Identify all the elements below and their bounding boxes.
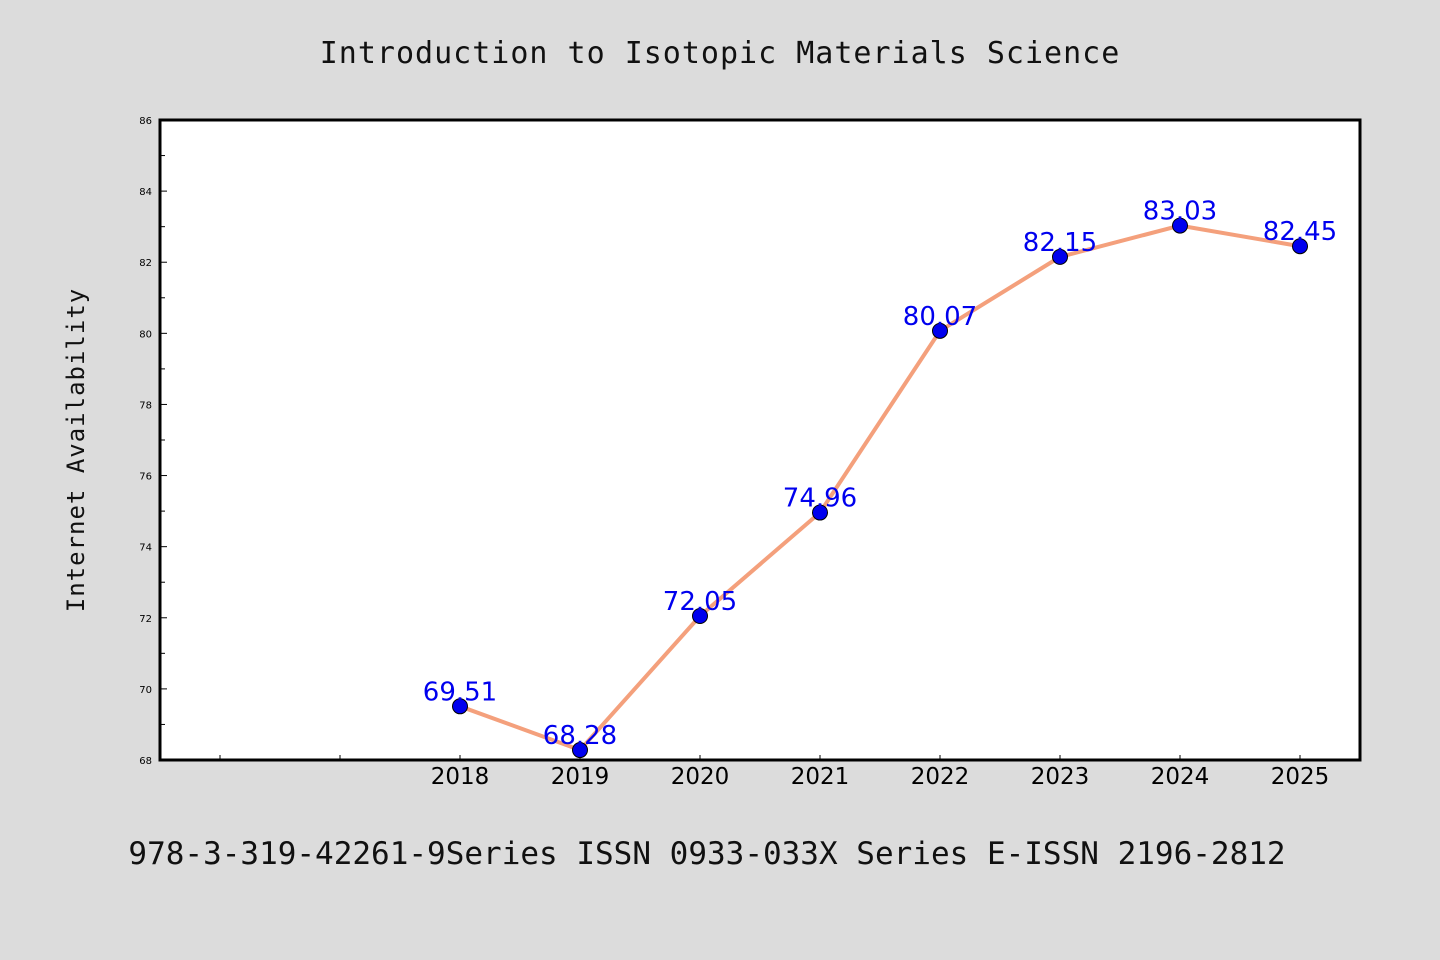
chart-title: Introduction to Isotopic Materials Scien… <box>320 36 1121 71</box>
data-point-marker <box>932 322 948 339</box>
x-tick-label: 2022 <box>911 764 970 790</box>
x-tick-label: 2018 <box>431 764 490 790</box>
series-layer: 69.51 68.28 72.05 74.96 80.07 82.15 83.03 82.45 <box>423 197 1337 759</box>
data-value-label: 82.45 <box>1263 217 1337 247</box>
data-value-label: 74.96 <box>783 484 857 514</box>
x-tick-label: 2020 <box>671 764 730 790</box>
data-value-label: 80.07 <box>903 302 977 332</box>
data-point-marker <box>1052 248 1068 265</box>
y-axis-label: Internet Availability <box>62 288 90 612</box>
data-point-marker <box>452 698 468 715</box>
y-tick-label: 80 <box>139 329 152 340</box>
x-tick-label: 2019 <box>551 764 610 790</box>
y-tick-label: 86 <box>139 116 152 127</box>
y-tick-label: 78 <box>139 400 152 411</box>
footer-isbn-text: 978-3-319-42261-9Series ISSN 0933-033X S… <box>128 836 1285 872</box>
y-tick-label: 70 <box>139 685 152 696</box>
x-tick-label: 2025 <box>1271 764 1330 790</box>
data-point-marker <box>572 742 588 759</box>
data-value-label: 82.15 <box>1023 228 1097 258</box>
data-point-marker <box>1292 238 1308 255</box>
y-tick-label: 84 <box>139 187 152 198</box>
y-tick-label: 74 <box>139 543 152 554</box>
y-tick-label: 76 <box>139 472 152 483</box>
y-tick-label: 72 <box>139 614 152 625</box>
plot-area <box>158 118 1362 762</box>
data-value-label: 83.03 <box>1143 197 1217 227</box>
y-tick-label: 68 <box>139 756 152 767</box>
x-tick-label: 2021 <box>791 764 850 790</box>
data-point-marker <box>812 504 828 521</box>
series-line <box>458 223 1302 753</box>
data-value-label: 72.05 <box>663 587 737 617</box>
x-tick-label: 2024 <box>1151 764 1210 790</box>
data-value-label: 68.28 <box>543 721 617 751</box>
axis-ticks: 68 70 72 74 76 78 80 82 84 86 2018 2019 2020 2021 2022… <box>139 116 1329 790</box>
y-tick-label: 82 <box>139 258 152 269</box>
x-tick-label: 2023 <box>1031 764 1090 790</box>
data-value-label: 69.51 <box>423 677 497 707</box>
data-point-marker <box>1172 217 1188 234</box>
data-point-marker <box>692 608 708 624</box>
